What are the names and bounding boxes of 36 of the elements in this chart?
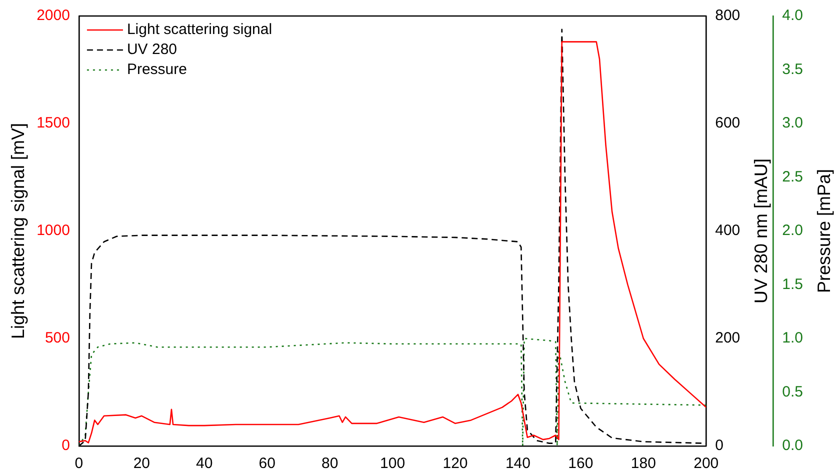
x-tick-label: 200 <box>694 455 719 472</box>
y3-tick-label: 4.0 <box>782 7 804 24</box>
y2-tick-label: 400 <box>715 222 740 240</box>
x-tick-label: 40 <box>196 455 213 472</box>
legend-label: UV 280 <box>126 41 178 58</box>
y-tick-label: 2000 <box>36 7 70 24</box>
y3-axis-title: Pressure [mPa] <box>814 168 834 294</box>
y3-tick-label: 1.0 <box>782 330 804 347</box>
y2-tick-label: 200 <box>715 330 740 347</box>
y-tick-label: 0 <box>62 437 70 454</box>
y3-tick-label: 3.5 <box>782 60 804 78</box>
x-tick-label: 100 <box>380 455 406 472</box>
x-tick-label: 0 <box>74 455 84 472</box>
y2-tick-label: 800 <box>715 7 740 24</box>
y3-tick-label: 3.0 <box>782 114 804 132</box>
y-tick-label: 1500 <box>36 114 70 132</box>
x-tick-label: 180 <box>630 455 656 472</box>
y-tick-label: 1000 <box>36 222 70 240</box>
x-tick-label: 60 <box>258 455 276 472</box>
x-tick-label: 140 <box>505 455 530 472</box>
y2-tick-label: 0 <box>715 437 724 454</box>
y3-tick-label: 0.0 <box>782 437 804 454</box>
y3-tick-label: 1.5 <box>782 276 804 293</box>
y2-axis-title: UV 280 nm [mAU] <box>751 158 772 304</box>
x-tick-label: 20 <box>133 455 150 472</box>
y3-tick-label: 0.5 <box>782 383 804 400</box>
y3-tick-label: 2.5 <box>782 168 804 186</box>
y-axis-title: Light scattering signal [mV] <box>8 122 28 340</box>
y3-tick-label: 2.0 <box>782 222 804 240</box>
y2-tick-label: 600 <box>715 114 740 132</box>
legend-label: Pressure <box>126 61 187 78</box>
legend-label: Light scattering signal <box>126 21 272 38</box>
x-tick-label: 80 <box>321 455 338 472</box>
x-tick-label: 120 <box>442 455 468 472</box>
x-tick-label: 160 <box>568 455 594 472</box>
y-tick-label: 500 <box>44 330 70 347</box>
